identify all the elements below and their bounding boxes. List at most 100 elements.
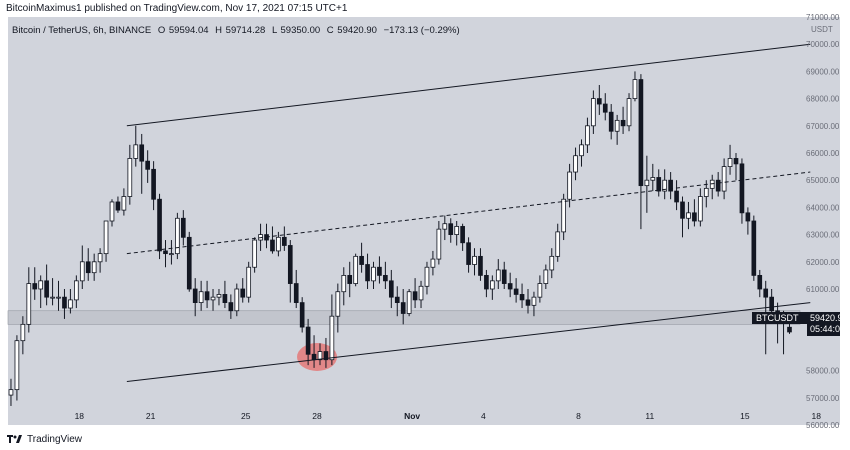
candle bbox=[674, 180, 679, 211]
candle bbox=[371, 261, 376, 289]
candle bbox=[103, 220, 109, 262]
candle bbox=[97, 248, 103, 273]
candle bbox=[20, 316, 26, 355]
channel-lower-line bbox=[126, 302, 811, 382]
candle bbox=[555, 223, 561, 262]
candle-body bbox=[133, 144, 139, 159]
candle-body bbox=[614, 119, 620, 132]
footer: TradingView bbox=[7, 432, 82, 446]
candle-body bbox=[287, 245, 293, 284]
candle bbox=[573, 147, 578, 181]
candle bbox=[222, 280, 228, 309]
candle bbox=[121, 188, 127, 216]
candle bbox=[323, 337, 329, 368]
candle-body bbox=[252, 239, 257, 268]
candle bbox=[751, 215, 757, 281]
candle-body bbox=[733, 158, 739, 165]
candle-body bbox=[388, 280, 394, 298]
candle-body bbox=[519, 294, 525, 301]
candle bbox=[460, 223, 465, 251]
legend-open-label: O bbox=[158, 25, 165, 36]
candle bbox=[739, 158, 745, 224]
time-tick: 8 bbox=[576, 411, 581, 421]
candle-body bbox=[359, 255, 364, 265]
candle-body bbox=[745, 212, 751, 222]
candle-body bbox=[400, 302, 406, 314]
candle bbox=[276, 231, 281, 257]
footer-brand: TradingView bbox=[27, 433, 83, 445]
tradingview-logo-icon bbox=[7, 435, 22, 443]
candle bbox=[145, 150, 150, 183]
candle-body bbox=[501, 269, 507, 284]
candle bbox=[329, 294, 335, 366]
candle-body bbox=[186, 236, 192, 290]
candle bbox=[525, 289, 531, 314]
candle bbox=[626, 93, 632, 132]
candle-body bbox=[394, 296, 400, 304]
price-tick: 62000.00 bbox=[806, 258, 840, 267]
candle-body bbox=[537, 283, 543, 298]
candle-body bbox=[115, 201, 121, 211]
candle bbox=[26, 267, 32, 333]
candle bbox=[507, 272, 513, 298]
candle-body bbox=[472, 255, 477, 265]
candle-body bbox=[383, 274, 388, 282]
candle bbox=[383, 261, 388, 289]
legend-high-value: 59714.28 bbox=[226, 25, 266, 36]
candle bbox=[585, 117, 590, 153]
candle-body bbox=[293, 283, 299, 303]
candle bbox=[412, 278, 418, 309]
candle-body bbox=[763, 288, 769, 298]
candle-body bbox=[484, 274, 489, 290]
candle bbox=[157, 193, 162, 260]
candle bbox=[531, 291, 537, 317]
candle bbox=[282, 226, 287, 251]
candle bbox=[91, 253, 97, 281]
candle-body bbox=[347, 274, 353, 284]
price-tick: 71000.00 bbox=[806, 13, 840, 22]
candle bbox=[186, 231, 192, 292]
candle-body bbox=[448, 223, 454, 236]
candle-body bbox=[353, 255, 358, 284]
candle bbox=[293, 269, 299, 309]
candle bbox=[406, 289, 412, 317]
candle-body bbox=[62, 296, 67, 309]
price-tag-symbol: BTCUSDT bbox=[756, 313, 799, 323]
candle bbox=[620, 106, 626, 134]
candle-body bbox=[412, 291, 418, 301]
candle bbox=[745, 207, 751, 235]
candle-body bbox=[692, 212, 697, 222]
candle-body bbox=[240, 288, 246, 298]
candle-body bbox=[579, 144, 584, 157]
channel-mid-line bbox=[126, 171, 811, 255]
candle-body bbox=[602, 103, 608, 113]
currency-label: USDT bbox=[811, 25, 833, 34]
candle-body bbox=[436, 228, 442, 260]
candle-body bbox=[365, 264, 370, 282]
candle bbox=[341, 267, 347, 306]
candle-body bbox=[246, 266, 252, 298]
price-tag-box bbox=[752, 312, 808, 324]
candle-body bbox=[329, 315, 335, 361]
candle bbox=[442, 215, 448, 241]
candle-body bbox=[555, 231, 561, 257]
candle bbox=[216, 289, 222, 306]
candle bbox=[709, 174, 715, 200]
candle-body bbox=[567, 171, 572, 200]
time-tick: 18 bbox=[811, 411, 821, 421]
candle bbox=[733, 153, 739, 181]
candle-body bbox=[656, 177, 662, 192]
candle-body bbox=[674, 190, 679, 203]
candle bbox=[715, 172, 721, 197]
candle-body bbox=[20, 323, 26, 342]
candle-body bbox=[145, 160, 150, 170]
legend-symbol: Bitcoin / TetherUS, 6h, BINANCE bbox=[12, 25, 151, 36]
candle-body bbox=[228, 302, 234, 312]
candle bbox=[632, 71, 638, 102]
candle-body bbox=[377, 266, 382, 276]
candle bbox=[252, 237, 257, 273]
price-tick: 57000.00 bbox=[806, 394, 840, 403]
price-tick: 64000.00 bbox=[806, 203, 840, 212]
candle-body bbox=[175, 217, 180, 255]
